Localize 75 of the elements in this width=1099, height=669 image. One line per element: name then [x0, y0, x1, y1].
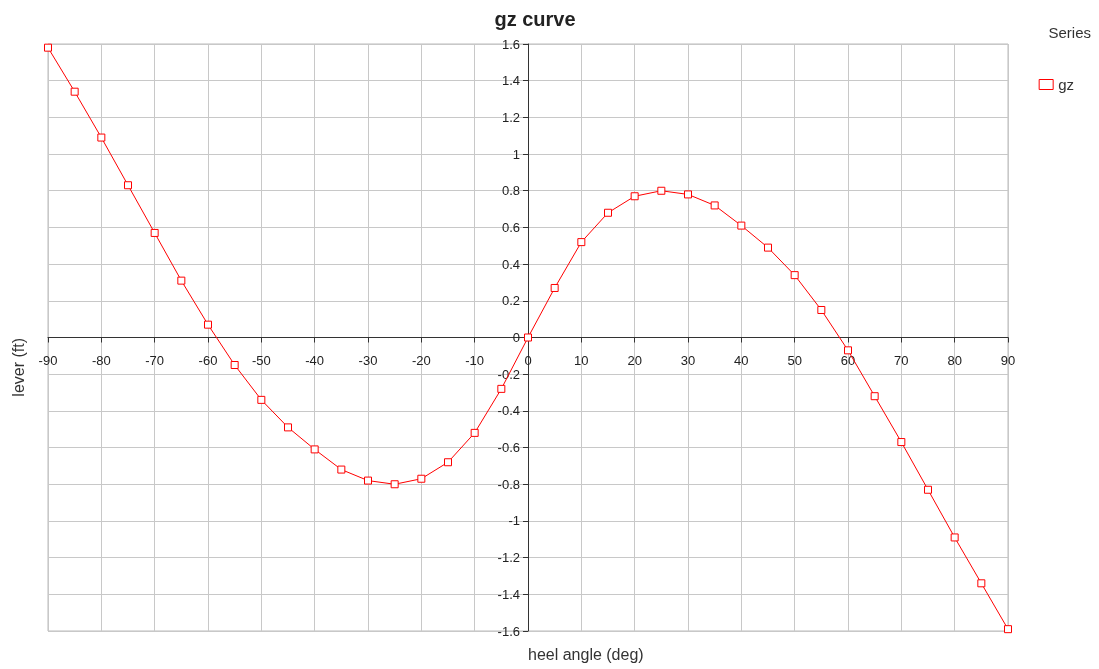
x-tick-label: -80 — [91, 352, 111, 368]
point — [177, 276, 186, 285]
point — [70, 87, 79, 96]
point — [230, 361, 239, 370]
x-tick-label: 50 — [787, 352, 802, 368]
point — [444, 458, 452, 467]
point — [550, 283, 559, 292]
point — [870, 392, 879, 401]
point — [737, 221, 746, 230]
y-tick-label: 1.2 — [501, 109, 520, 125]
y-tick-label: 0.6 — [501, 219, 520, 235]
point — [604, 208, 612, 217]
y-tick-label: 1.6 — [501, 36, 520, 52]
point — [684, 190, 692, 199]
point — [977, 579, 986, 588]
point — [817, 305, 826, 314]
y-tick-label: -1.2 — [497, 550, 520, 566]
point — [630, 192, 639, 201]
point — [524, 333, 532, 342]
point — [417, 474, 426, 483]
y-tick-label: -1.4 — [497, 586, 520, 602]
x-tick-label: -10 — [465, 352, 485, 368]
x-axis-title: heel angle (deg) — [528, 645, 644, 663]
x-tick-label: 30 — [680, 352, 696, 368]
y-tick-label: 0.8 — [501, 183, 520, 199]
point — [364, 476, 372, 485]
point — [470, 428, 479, 437]
x-tick-label: -70 — [145, 352, 165, 368]
point — [310, 445, 319, 454]
y-tick-label: 0.4 — [501, 256, 520, 272]
point — [390, 480, 399, 489]
x-tick-label: -50 — [251, 352, 271, 368]
point — [497, 384, 506, 393]
x-tick-label: -40 — [305, 352, 325, 368]
point — [150, 228, 159, 237]
chart-title: gz curve — [494, 8, 576, 30]
legend-title: Series — [1048, 24, 1092, 41]
y-tick-label: -0.6 — [497, 440, 520, 456]
y-axis-title: lever (ft) — [9, 338, 27, 397]
x-tick-label: 60 — [840, 352, 856, 368]
point — [657, 186, 666, 195]
x-tick-label: 10 — [574, 352, 589, 368]
point — [950, 533, 959, 542]
x-tick-label: -30 — [358, 352, 378, 368]
y-tick-label: -1.6 — [497, 623, 520, 639]
point — [257, 395, 266, 404]
legend-label: gz — [1058, 76, 1074, 93]
x-tick-label: -90 — [38, 352, 58, 368]
x-tick-label: 40 — [734, 352, 749, 368]
y-tick-label: 0.2 — [501, 293, 520, 309]
x-tick-label: 80 — [947, 352, 962, 368]
point — [337, 465, 346, 474]
point — [790, 271, 799, 280]
point — [764, 243, 772, 252]
point — [897, 438, 906, 447]
y-tick-label: -0.8 — [497, 476, 520, 492]
point — [204, 320, 212, 329]
point — [844, 346, 852, 355]
point — [97, 133, 106, 142]
x-tick-label: 70 — [894, 352, 909, 368]
y-tick-label: 1 — [512, 146, 520, 162]
point — [1004, 625, 1012, 634]
point — [124, 181, 132, 190]
point — [577, 238, 586, 247]
y-tick-label: 1.4 — [501, 73, 520, 89]
point — [924, 485, 932, 494]
point — [710, 201, 719, 210]
x-tick-label: 20 — [627, 352, 642, 368]
x-tick-label: -20 — [411, 352, 431, 368]
y-tick-label: -1 — [508, 513, 520, 529]
point — [44, 43, 52, 52]
x-tick-label: 90 — [1000, 352, 1016, 368]
point — [284, 423, 292, 432]
y-tick-label: -0.4 — [497, 403, 520, 419]
x-tick-label: -60 — [198, 352, 218, 368]
